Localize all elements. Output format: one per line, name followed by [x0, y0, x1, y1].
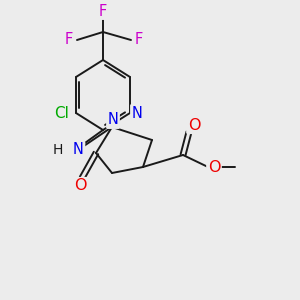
Text: O: O — [74, 178, 86, 194]
Text: N: N — [132, 106, 142, 121]
Text: F: F — [99, 4, 107, 19]
Text: F: F — [65, 32, 73, 47]
Text: O: O — [188, 118, 200, 133]
Text: N: N — [73, 142, 84, 158]
Text: O: O — [208, 160, 220, 175]
Text: Cl: Cl — [55, 106, 69, 121]
Text: H: H — [52, 143, 63, 157]
Text: N: N — [108, 112, 118, 128]
Text: F: F — [135, 32, 143, 47]
